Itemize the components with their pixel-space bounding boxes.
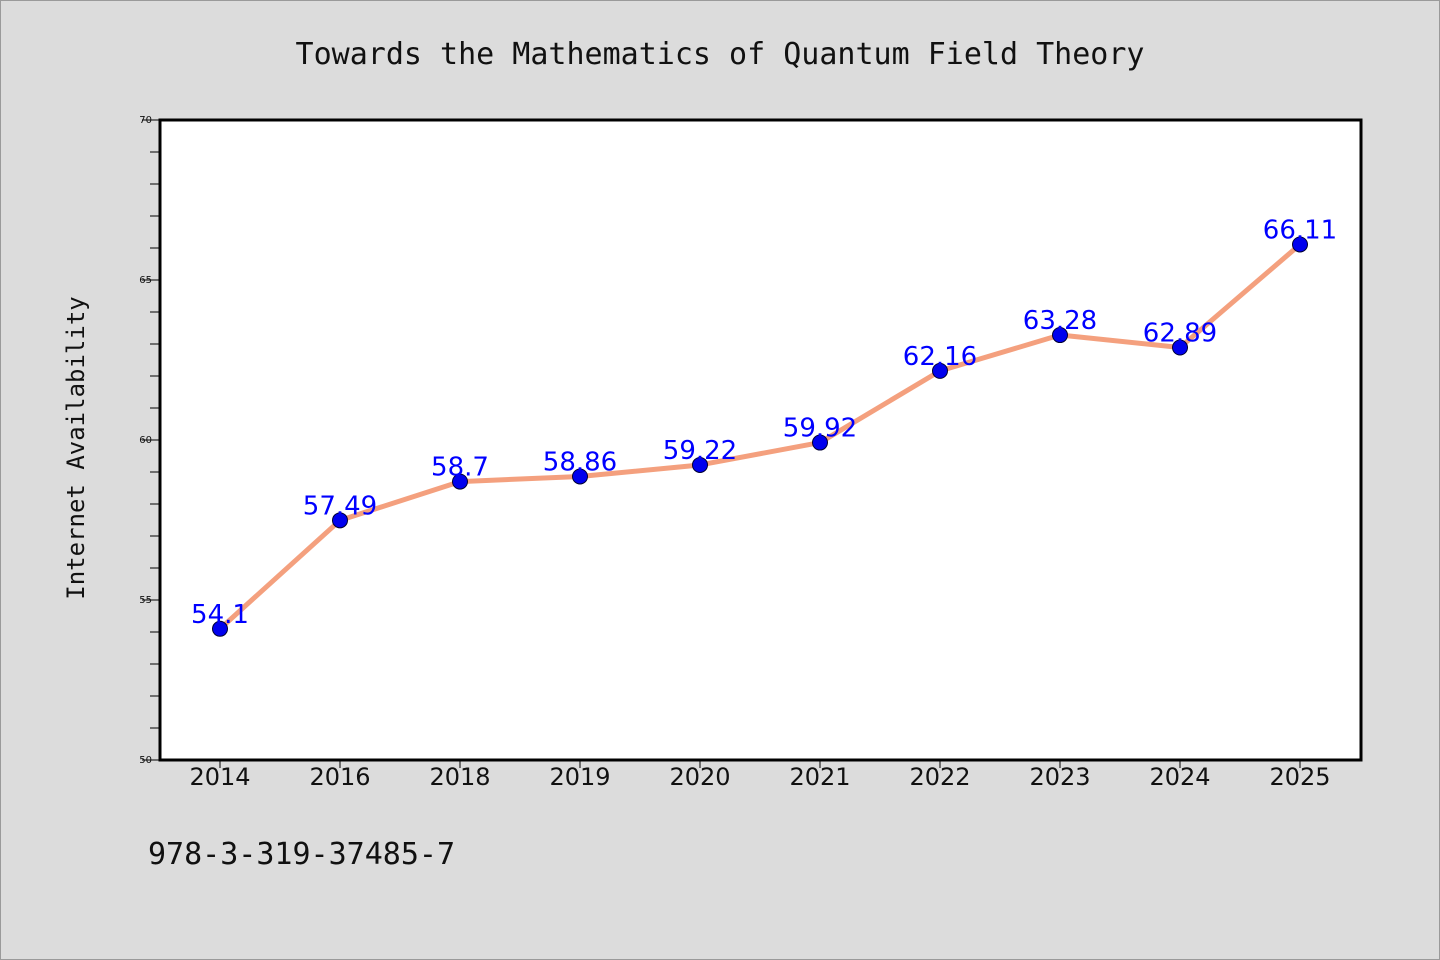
y-tick-label: 65 (139, 275, 152, 286)
y-tick-label: 70 (139, 115, 152, 126)
data-labels: 54.1 57.49 58.7 58.86 59.22 59.92 62.16 63.28 62… (191, 215, 1337, 629)
x-tick-label: 2014 (189, 763, 250, 791)
data-label: 59.92 (783, 414, 857, 444)
y-tick-label: 55 (139, 595, 152, 606)
data-label: 62.16 (903, 342, 977, 372)
plot-area (158, 118, 1363, 762)
data-label: 58.7 (431, 453, 489, 483)
data-point (692, 456, 708, 473)
data-point (452, 473, 468, 490)
data-point (212, 620, 228, 637)
data-label: 62.89 (1143, 319, 1217, 349)
data-markers (212, 236, 1308, 637)
data-point (332, 512, 348, 529)
y-axis-label: Internet Availability (62, 296, 90, 599)
x-tick-label: 2020 (669, 763, 730, 791)
x-tick-label: 2023 (1029, 763, 1090, 791)
x-tick-label: 2025 (1269, 763, 1330, 791)
chart-title: Towards the Mathematics of Quantum Field… (296, 37, 1145, 72)
isbn-footer: 978-3-319-37485-7 (148, 837, 455, 872)
data-point (1172, 339, 1188, 356)
data-point (1052, 327, 1068, 344)
x-tick-label: 2018 (429, 763, 490, 791)
data-label: 63.28 (1023, 306, 1097, 336)
data-label: 58.86 (543, 447, 617, 477)
data-point (572, 468, 588, 485)
y-tick-label: 60 (139, 435, 152, 446)
x-tick-label: 2019 (549, 763, 610, 791)
y-tick-label: 50 (139, 755, 152, 766)
y-ticks: 50 55 60 65 70 (139, 115, 160, 766)
x-tick-label: 2021 (789, 763, 850, 791)
x-ticks: 2014 2016 2018 2019 2020 2021 2022 2023 2024 2025 (189, 760, 1331, 791)
data-label: 66.11 (1263, 215, 1337, 245)
data-point (812, 434, 828, 451)
data-label: 59.22 (663, 436, 737, 466)
x-tick-label: 2016 (309, 763, 370, 791)
series-line (217, 241, 1303, 632)
data-point (932, 362, 948, 379)
data-label: 57.49 (303, 491, 377, 521)
x-tick-label: 2022 (909, 763, 970, 791)
x-tick-label: 2024 (1149, 763, 1210, 791)
data-label: 54.1 (191, 600, 249, 630)
data-point (1292, 236, 1308, 253)
